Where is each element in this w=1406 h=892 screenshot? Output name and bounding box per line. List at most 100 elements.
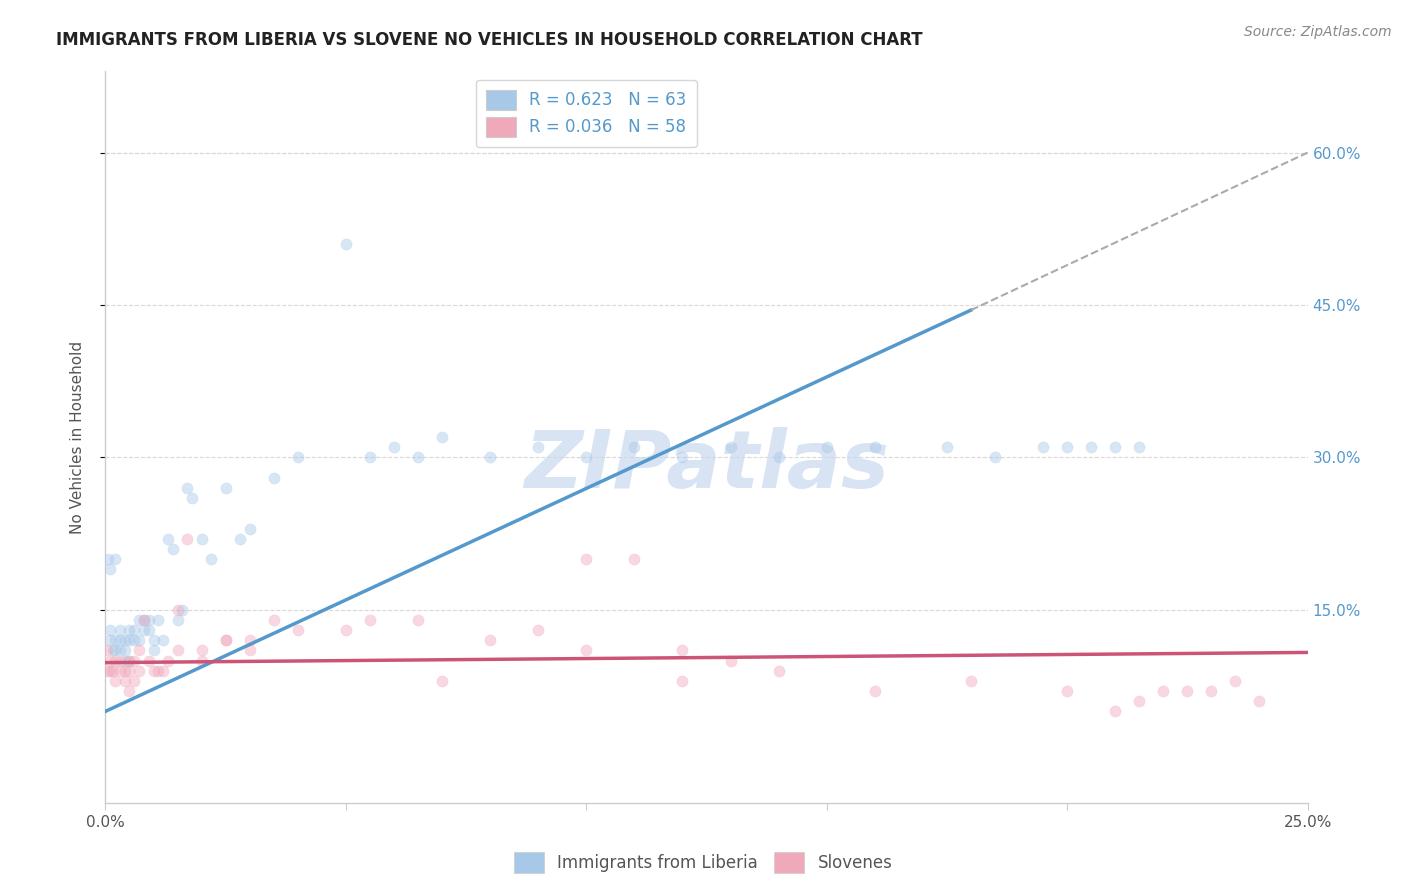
Point xyxy=(1032,440,1054,454)
Point xyxy=(152,664,174,678)
Point xyxy=(98,562,121,576)
Point xyxy=(124,654,146,668)
Point xyxy=(960,673,983,688)
Point xyxy=(200,552,222,566)
Point xyxy=(768,450,790,465)
Point xyxy=(335,237,357,252)
Point xyxy=(98,623,121,637)
Point xyxy=(815,440,838,454)
Point xyxy=(430,673,453,688)
Point xyxy=(575,450,598,465)
Point xyxy=(359,450,381,465)
Point xyxy=(118,654,141,668)
Point xyxy=(124,623,146,637)
Point xyxy=(720,654,742,668)
Point xyxy=(142,643,165,657)
Point xyxy=(239,643,262,657)
Point xyxy=(936,440,959,454)
Point xyxy=(108,643,131,657)
Point xyxy=(190,643,212,657)
Point xyxy=(162,541,184,556)
Point xyxy=(108,654,131,668)
Point xyxy=(1080,440,1102,454)
Point xyxy=(190,654,212,668)
Point xyxy=(142,633,165,648)
Point xyxy=(287,623,309,637)
Point xyxy=(1249,694,1271,708)
Point xyxy=(108,633,131,648)
Point xyxy=(108,623,131,637)
Point xyxy=(263,471,285,485)
Point xyxy=(132,613,155,627)
Point xyxy=(104,643,127,657)
Point xyxy=(527,623,550,637)
Point xyxy=(148,613,170,627)
Point xyxy=(575,643,598,657)
Point xyxy=(479,450,502,465)
Point xyxy=(132,623,155,637)
Point xyxy=(359,613,381,627)
Point xyxy=(1104,440,1126,454)
Point xyxy=(1056,440,1078,454)
Point xyxy=(239,522,262,536)
Point xyxy=(166,643,188,657)
Point xyxy=(97,664,120,678)
Point xyxy=(128,664,150,678)
Point xyxy=(1056,684,1078,698)
Point xyxy=(214,481,236,495)
Text: IMMIGRANTS FROM LIBERIA VS SLOVENE NO VEHICLES IN HOUSEHOLD CORRELATION CHART: IMMIGRANTS FROM LIBERIA VS SLOVENE NO VE… xyxy=(56,31,922,49)
Point xyxy=(114,633,136,648)
Point xyxy=(152,633,174,648)
Point xyxy=(97,552,120,566)
Point xyxy=(239,633,262,648)
Point xyxy=(114,673,136,688)
Point xyxy=(166,613,188,627)
Point xyxy=(671,643,693,657)
Point xyxy=(172,603,194,617)
Point xyxy=(430,430,453,444)
Point xyxy=(124,673,146,688)
Point xyxy=(101,664,124,678)
Point xyxy=(575,552,598,566)
Point xyxy=(863,684,886,698)
Point xyxy=(118,684,141,698)
Point xyxy=(114,654,136,668)
Point xyxy=(98,654,121,668)
Text: Source: ZipAtlas.com: Source: ZipAtlas.com xyxy=(1244,25,1392,39)
Point xyxy=(176,481,198,495)
Point xyxy=(190,532,212,546)
Point xyxy=(1104,705,1126,719)
Point xyxy=(108,664,131,678)
Point xyxy=(138,623,160,637)
Point xyxy=(1175,684,1198,698)
Point xyxy=(671,673,693,688)
Legend: Immigrants from Liberia, Slovenes: Immigrants from Liberia, Slovenes xyxy=(506,846,900,880)
Point xyxy=(406,450,429,465)
Point xyxy=(138,613,160,627)
Point xyxy=(101,643,124,657)
Point xyxy=(128,643,150,657)
Point xyxy=(104,552,127,566)
Point xyxy=(142,664,165,678)
Point xyxy=(166,603,188,617)
Point xyxy=(104,633,127,648)
Y-axis label: No Vehicles in Household: No Vehicles in Household xyxy=(70,341,84,533)
Point xyxy=(1152,684,1174,698)
Point xyxy=(382,440,405,454)
Point xyxy=(181,491,204,505)
Text: ZIPatlas: ZIPatlas xyxy=(524,427,889,506)
Point xyxy=(104,673,127,688)
Point xyxy=(263,613,285,627)
Point xyxy=(98,664,121,678)
Point xyxy=(128,633,150,648)
Point xyxy=(118,664,141,678)
Point xyxy=(124,633,146,648)
Point xyxy=(863,440,886,454)
Point xyxy=(229,532,252,546)
Point xyxy=(114,643,136,657)
Point xyxy=(96,643,118,657)
Point xyxy=(132,613,155,627)
Point xyxy=(335,623,357,637)
Point xyxy=(128,613,150,627)
Point xyxy=(984,450,1007,465)
